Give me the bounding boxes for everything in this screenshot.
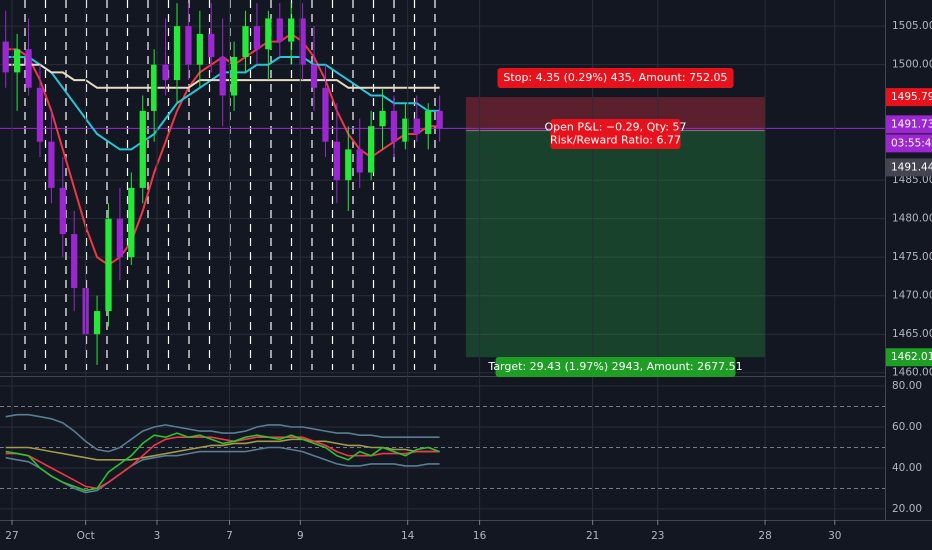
pnl-label-box	[550, 119, 681, 149]
x-tick-label: 16	[473, 530, 487, 542]
indicator-line	[5, 446, 440, 494]
candle-body	[36, 87, 44, 142]
candle-body	[356, 149, 363, 173]
candle-body	[219, 56, 226, 96]
pnl-label-text: Open P&L: −0.29, Qty: 57	[544, 121, 686, 134]
stop-price-label-bg	[886, 88, 932, 107]
y-tick-label: 1460.00	[892, 367, 932, 379]
candle-body	[93, 311, 101, 335]
indicator-line	[5, 438, 440, 461]
stop-price-label: 1495.79	[891, 91, 932, 103]
candle-body	[128, 187, 135, 258]
candle-body	[208, 33, 215, 57]
indicator-tick-label: 20.00	[892, 503, 922, 515]
last-price-label-bg	[886, 115, 932, 134]
last-price-label: 1491.73	[891, 118, 932, 130]
stop-label-box	[497, 68, 734, 88]
x-tick-label: 27	[5, 530, 18, 542]
countdown-label-bg	[886, 134, 932, 153]
candle-body	[162, 64, 169, 81]
candle-body	[13, 49, 21, 73]
candle-body	[196, 33, 203, 65]
candle-body	[2, 41, 9, 73]
candle-body	[299, 18, 306, 65]
main-pane	[0, 0, 885, 374]
candle-body	[173, 26, 181, 81]
indicator-tick-label: 40.00	[892, 462, 922, 474]
candle-body	[116, 218, 124, 258]
indicator-line	[5, 432, 440, 492]
candle-body	[48, 141, 55, 188]
indicator-tick-label: 80.00	[892, 380, 922, 392]
candle-body	[230, 56, 238, 96]
x-tick-label: 23	[651, 530, 664, 542]
x-tick-label: 9	[297, 530, 304, 542]
y-tick-label: 1505.00	[892, 20, 932, 32]
candle-body	[413, 118, 420, 134]
y-tick-label: 1465.00	[892, 328, 932, 340]
x-tick-label: 28	[758, 530, 771, 542]
indicator-line	[5, 413, 440, 453]
y-tick-label: 1480.00	[892, 213, 932, 225]
candle-body	[310, 64, 318, 88]
target-price-label: 1462.01	[891, 351, 932, 363]
candle-body	[322, 87, 329, 142]
pnl-label-text: Risk/Reward Ratio: 6.77	[550, 134, 681, 147]
indicator-line	[5, 436, 440, 490]
candle-body	[265, 18, 272, 50]
candle-body	[25, 49, 32, 88]
y-tick-label: 1485.00	[892, 174, 932, 186]
x-tick-label: 21	[586, 530, 599, 542]
candle-body	[367, 126, 375, 173]
candle-body	[242, 26, 249, 57]
target-label-text: Target: 29.43 (1.97%) 2943, Amount: 2677…	[487, 360, 742, 373]
x-tick-label: 7	[226, 530, 233, 542]
y-tick-label: 1500.00	[892, 59, 932, 71]
y-tick-label: 1470.00	[892, 290, 932, 302]
candle-body	[59, 187, 66, 235]
target-price-label-bg	[886, 348, 932, 367]
x-tick-label: 14	[401, 530, 415, 542]
candle-body	[390, 110, 398, 142]
stop-label-text: Stop: 4.35 (0.29%) 435, Amount: 752.05	[503, 71, 727, 84]
target-zone	[465, 130, 766, 358]
countdown-label: 03:55:44	[891, 137, 932, 149]
candle-body	[345, 149, 352, 181]
candle-body	[288, 18, 295, 42]
candle-body	[379, 110, 386, 127]
candle-body	[425, 110, 432, 134]
y-tick-label: 1475.00	[892, 251, 932, 263]
candle-body	[151, 64, 158, 111]
indicator-tick-label: 60.00	[892, 421, 922, 433]
candle-body	[402, 118, 409, 142]
x-tick-label: 3	[154, 530, 161, 542]
candle-body	[253, 26, 261, 50]
candle-body	[139, 110, 146, 188]
x-tick-label: Oct	[77, 530, 95, 542]
candle-body	[276, 18, 283, 42]
candle-body	[71, 234, 78, 288]
candle-body	[185, 26, 192, 65]
x-tick-label: 30	[828, 530, 841, 542]
target-label-box	[495, 357, 736, 377]
entry-price-label: 1491.44	[891, 161, 932, 173]
candle-body	[333, 141, 341, 181]
entry-price-label-bg	[886, 158, 932, 177]
candle-body	[105, 218, 112, 312]
candle-body	[436, 110, 443, 129]
